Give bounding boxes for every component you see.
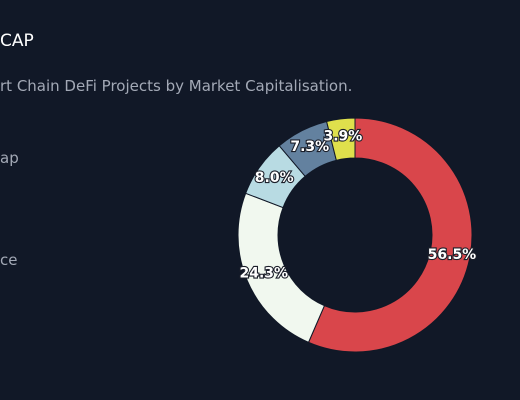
donut-slice-5[interactable] [326,117,356,161]
slice-label-4: 7.3% [290,139,329,155]
chart-title: CAP [0,31,34,51]
slice-label-1: 56.5% [428,247,477,263]
chart-subtitle: rt Chain DeFi Projects by Market Capital… [0,77,353,95]
legend-item-2-fragment[interactable]: ce [0,251,18,269]
slice-label-2: 24.3% [239,265,288,281]
slice-label-5: 3.9% [323,129,362,145]
legend-item-1-fragment[interactable]: ap [0,149,19,167]
donut-slice-1[interactable] [307,117,473,353]
slice-label-3: 8.0% [255,170,294,186]
